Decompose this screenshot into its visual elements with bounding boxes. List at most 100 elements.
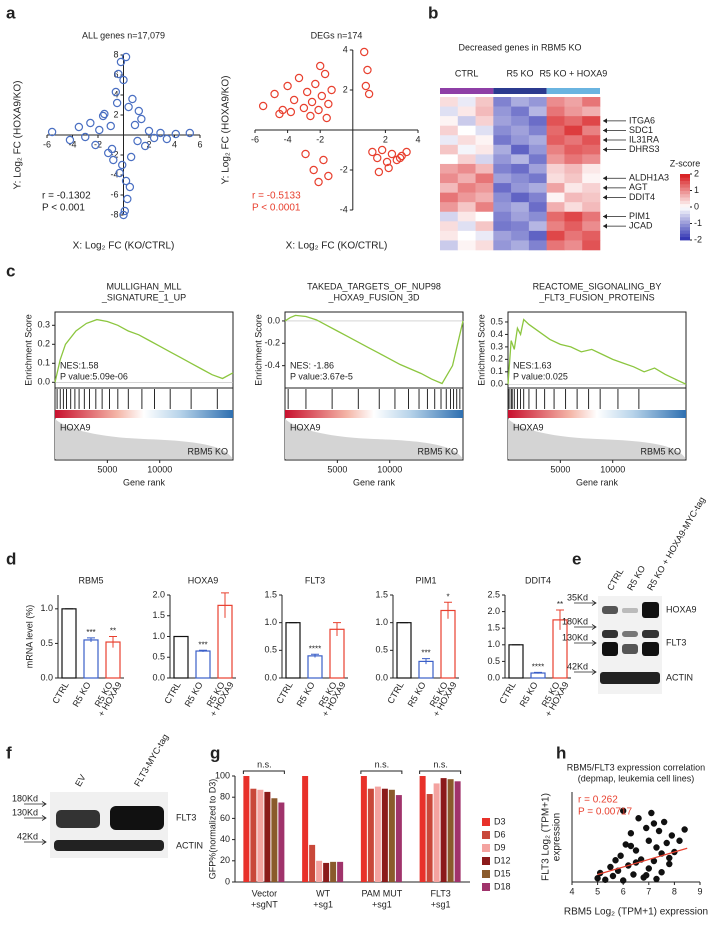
bar [381,788,388,882]
x-tick-label: CTRL [274,680,294,705]
y-tick-label: 0.0 [487,672,500,682]
point [307,97,317,107]
legend-label: D12 [494,855,511,865]
point [402,147,411,157]
heat-cell [475,144,494,155]
point [320,69,330,79]
colorbar-step [680,213,690,218]
colorbar-title: Z-score [670,158,701,168]
y-tick-label: 0.2 [490,354,503,364]
band [622,631,638,637]
colorbar-step [680,190,690,195]
point [106,121,115,131]
heat-cell [511,154,530,165]
heat-cell [582,240,601,251]
x-tick-label: CTRL [497,680,517,705]
group-label: R5 KO [506,68,533,78]
y-axis-label: expression [552,813,563,861]
heat-cell [582,173,601,184]
heat-cell [511,173,530,184]
x-tick-label: 5000 [550,464,570,474]
chart-title: DEGs n=174 [311,30,363,40]
marker-arrow [574,600,597,606]
y-tick-label: 8 [113,49,118,59]
chart-title: TAKEDA_TARGETS_OF_NUP98 [307,281,441,291]
error-bar [221,592,229,618]
y-tick-label: 0.0 [264,672,277,682]
rank-metric [508,419,686,459]
arrow-head [603,214,607,220]
x-tick-label: 9 [697,886,702,896]
colorbar-step [680,216,690,221]
bar [508,644,524,679]
y-tick-label: 2.5 [487,589,500,599]
y-tick-label: -0.4 [264,360,280,370]
heat-cell [528,230,547,241]
rank-label: RBM5 KO [640,446,681,456]
y-tick-label: 40 [220,834,230,844]
point [125,182,135,192]
point [114,69,123,79]
band [602,606,618,614]
bracket [242,770,285,774]
heat-cell [440,154,459,165]
heat-cell [564,240,583,251]
marker-label: 130Kd [562,632,588,642]
heat-cell [475,106,494,117]
annotation: NES:1.58 [60,360,99,370]
protein-label: ACTIN [176,840,203,850]
heat-cell [546,163,565,174]
heat-cell [493,192,512,203]
x-tick-label: 10000 [147,464,172,474]
bar [250,788,257,882]
bar [307,655,323,679]
point [324,99,333,109]
annotation: P value:3.67e-5 [290,371,353,381]
heat-cell [440,240,459,251]
heat-cell [493,144,512,155]
significance: **** [532,662,544,671]
annotation: NES: -1.86 [290,360,334,370]
y-tick-label: 4 [113,89,118,99]
gene-label: IL31RA [629,134,659,144]
point [384,163,393,173]
bar [440,609,456,679]
point [86,118,95,128]
point [660,818,668,826]
y-tick-label: -6 [110,189,118,199]
heat-cell [582,144,601,155]
x-tick-label: -2 [316,134,324,144]
bar [426,794,433,882]
marker-arrow [24,815,47,821]
marker-label: 42Kd [17,831,38,841]
plot-frame [284,311,464,461]
bar [264,791,271,882]
x-tick-label: 4 [172,139,177,149]
heat-cell [511,202,530,213]
heat-cell [564,173,583,184]
panel-label: e [572,549,581,568]
point [128,94,137,104]
protein-label: ACTIN [666,672,693,682]
gene-label: ITGA6 [629,115,655,125]
heat-cell [564,202,583,213]
point [364,89,374,99]
protein-label: FLT3 [176,812,196,822]
es-curve [54,318,234,383]
y-tick-label: 2.0 [152,589,165,599]
point [133,136,142,146]
heat-cell [564,154,583,165]
x-tick-label: CTRL [162,680,182,705]
point [124,102,133,112]
colorbar-step [680,210,690,214]
rank-metric [285,419,463,459]
chart-title: Decreased genes in RBM5 KO [458,42,581,52]
chart-title: RBM5 [78,575,103,585]
point [327,85,336,95]
x-tick-label: Vector [252,888,278,898]
band [602,642,618,656]
heat-cell [440,106,459,117]
group-bar [493,88,547,94]
point [630,871,637,878]
point [134,106,143,116]
